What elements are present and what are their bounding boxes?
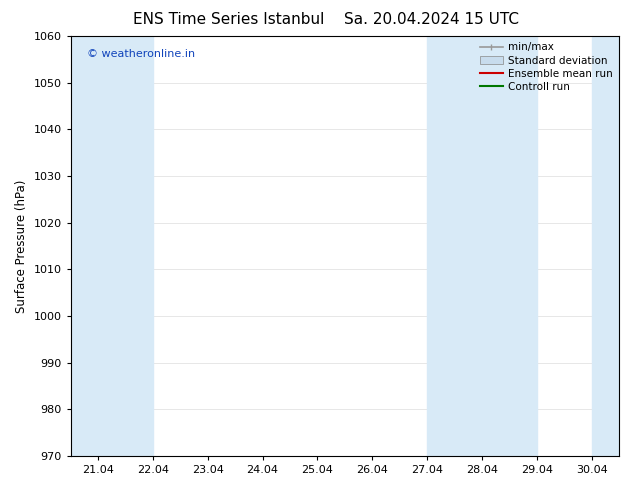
Y-axis label: Surface Pressure (hPa): Surface Pressure (hPa)	[15, 179, 28, 313]
Legend: min/max, Standard deviation, Ensemble mean run, Controll run: min/max, Standard deviation, Ensemble me…	[476, 38, 617, 96]
Text: Sa. 20.04.2024 15 UTC: Sa. 20.04.2024 15 UTC	[344, 12, 519, 27]
Bar	[71, 36, 153, 456]
Bar	[592, 36, 619, 456]
Text: © weatheronline.in: © weatheronline.in	[87, 49, 195, 59]
Bar	[427, 36, 537, 456]
Text: ENS Time Series Istanbul: ENS Time Series Istanbul	[133, 12, 324, 27]
